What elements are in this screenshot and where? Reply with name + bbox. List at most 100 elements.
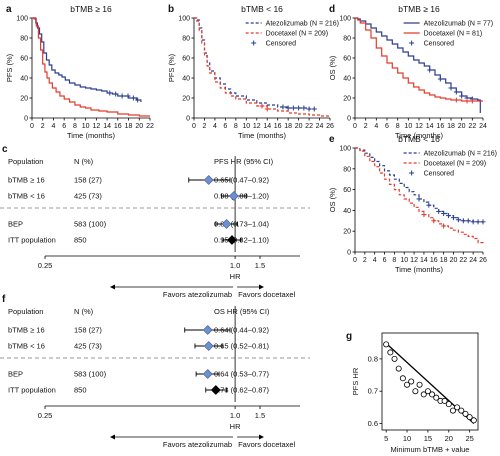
y-tick-label: 60 xyxy=(20,56,28,63)
legend-label: Censored xyxy=(266,41,296,48)
x-tick-label: 14 xyxy=(420,257,428,264)
y-axis-label: PFS (%) xyxy=(5,53,14,82)
x-tick-label: 18 xyxy=(440,257,448,264)
scatter-point xyxy=(466,414,473,421)
x-tick-label: 8 xyxy=(392,257,396,264)
legend-label: Censored xyxy=(424,41,454,48)
x-tick-label: 8 xyxy=(73,123,77,130)
legend-label: Censored xyxy=(424,171,454,178)
row-hr-text: 0.65 (0.47–0.92) xyxy=(214,176,270,185)
panel-label: g xyxy=(346,331,352,342)
y-tick-label: 40 xyxy=(343,76,351,83)
x-tick-label: 6 xyxy=(223,123,227,130)
x-tick-label: 10 xyxy=(403,434,411,443)
x-tick-label: 10 xyxy=(82,123,90,130)
scatter-point xyxy=(404,381,411,388)
x-tick-label: 0 xyxy=(192,123,196,130)
scatter-point xyxy=(383,341,390,348)
km-curve-doce xyxy=(32,17,150,117)
x-tick-label: 2 xyxy=(363,257,367,264)
y-axis-label: OS (%) xyxy=(328,187,337,212)
chart-title: bTMB ≥ 16 xyxy=(70,4,112,14)
x-tick-label: 8 xyxy=(396,123,400,130)
x-tick-label: 16 xyxy=(114,123,122,130)
y-tick-label: 0.6 xyxy=(368,419,378,428)
hr-marker xyxy=(228,191,239,201)
x-tick-label: 24 xyxy=(316,123,324,130)
scatter-point xyxy=(416,381,423,388)
x-tick-label: 12 xyxy=(92,123,100,130)
row-hr-text: 0.64 (0.44–0.92) xyxy=(214,326,270,335)
km-curve-doce xyxy=(355,17,483,102)
x-tick-label: 10 xyxy=(242,123,250,130)
x-tick-label: 4 xyxy=(52,123,56,130)
favors-right-label: Favors docetaxel xyxy=(238,290,295,299)
y-tick-label: 80 xyxy=(182,36,190,43)
panel-label: d xyxy=(329,4,335,15)
hr-marker xyxy=(202,325,213,335)
x-tick-label: 2 xyxy=(364,123,368,130)
chart-title: bTMB < 16 xyxy=(241,4,283,14)
row-hr-text: 0.87 (0.73–1.04) xyxy=(214,220,270,229)
x-tick-label: 15 xyxy=(424,434,432,443)
hr-marker xyxy=(221,219,232,229)
y-tick-label: 60 xyxy=(343,187,351,194)
scatter-point xyxy=(399,375,406,382)
x-tick-label: 20 xyxy=(458,123,466,130)
row-n: 583 (100) xyxy=(74,220,107,229)
scatter-point xyxy=(449,407,456,414)
y-tick-label: 20 xyxy=(20,96,28,103)
y-tick-label: 100 xyxy=(339,16,351,23)
scatter-point xyxy=(387,349,394,356)
row-hr-text: 0.73 (0.62–0.87) xyxy=(214,386,270,395)
x-tick-label: 26 xyxy=(326,123,334,130)
legend-label: Atezolizumab (N = 216) xyxy=(424,151,497,158)
x-tick-label: 22 xyxy=(146,123,154,130)
x-tick-label: 10 xyxy=(404,123,412,130)
hr-tick-label: 1.0 xyxy=(230,261,240,270)
hr-axis-label: HR xyxy=(230,272,241,281)
x-axis-label: Time (months) xyxy=(395,265,444,274)
y-tick-label: 60 xyxy=(343,56,351,63)
x-tick-label: 5 xyxy=(384,434,388,443)
x-tick-label: 14 xyxy=(263,123,271,130)
y-tick-label: 20 xyxy=(343,96,351,103)
legend-label: Docetaxel (N = 209) xyxy=(424,161,486,168)
scatter-panel-g: g 5 10 15 20 25 0.6 0.7 0.8 Minimum bTMB + value P… xyxy=(346,331,479,454)
x-tick-label: 18 xyxy=(284,123,292,130)
panel-label: b xyxy=(168,4,174,15)
favors-left-label: Favors atezolizumab xyxy=(163,440,232,449)
x-tick-label: 0 xyxy=(30,123,34,130)
plot-frame xyxy=(381,332,479,431)
x-axis-label: Time (months) xyxy=(238,131,287,140)
x-tick-label: 22 xyxy=(305,123,313,130)
row-label: ITT population xyxy=(8,236,56,245)
hr-axis-label: HR xyxy=(230,422,241,431)
x-tick-label: 12 xyxy=(415,123,423,130)
row-label: ITT population xyxy=(8,386,56,395)
scatter-point xyxy=(445,401,452,408)
hr-marker xyxy=(210,385,221,395)
favors-right-arrowhead xyxy=(259,434,264,440)
row-label: BEP xyxy=(8,370,23,379)
x-tick-label: 6 xyxy=(385,123,389,130)
y-tick-label: 100 xyxy=(16,16,28,23)
panel-label: c xyxy=(2,144,8,155)
scatter-point xyxy=(462,410,469,417)
row-n: 850 xyxy=(74,236,87,245)
y-tick-label: 40 xyxy=(343,208,351,215)
scatter-point xyxy=(433,394,440,401)
legend-label: Atezolizumab (N = 77) xyxy=(424,21,493,28)
x-axis-label: Time (months) xyxy=(395,131,444,140)
y-tick-label: 0.7 xyxy=(368,387,378,396)
y-tick-label: 0 xyxy=(186,116,190,123)
y-tick-label: 60 xyxy=(182,56,190,63)
y-tick-label: 20 xyxy=(343,229,351,236)
scatter-point xyxy=(441,397,448,404)
row-label: BEP xyxy=(8,220,23,229)
x-tick-label: 0 xyxy=(353,123,357,130)
hr-tick-label: 1.5 xyxy=(255,411,265,420)
